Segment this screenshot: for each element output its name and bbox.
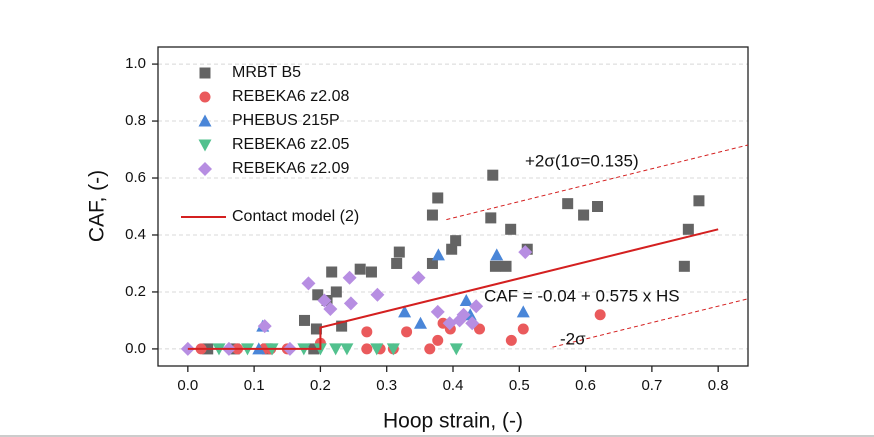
legend-label: Contact model (2): [232, 208, 359, 225]
fit-line: [187, 228, 719, 350]
point: [365, 266, 377, 278]
point: [450, 235, 462, 247]
point: [578, 209, 590, 221]
point: [505, 334, 517, 346]
point: [330, 286, 342, 298]
point: [361, 326, 373, 338]
x-tick-label: 0.5: [509, 377, 530, 394]
legend-label: REBEKA6 z2.09: [232, 160, 350, 177]
point: [426, 257, 438, 269]
legend-marker: [198, 162, 212, 176]
fit-line: [552, 298, 749, 348]
point: [562, 198, 574, 210]
point: [424, 343, 436, 355]
y-tick-label: 0.2: [125, 283, 146, 300]
point: [459, 293, 473, 306]
annotation: -2σ: [560, 329, 586, 348]
x-tick-label: 0.0: [177, 377, 198, 394]
point: [430, 304, 445, 319]
point: [474, 323, 486, 335]
x-axis-label: Hoop strain, (-): [383, 410, 523, 433]
y-tick-label: 0.6: [125, 169, 146, 186]
point: [518, 245, 533, 260]
legend-label: MRBT B5: [232, 64, 301, 81]
point: [500, 260, 512, 272]
legend-marker: [198, 139, 212, 152]
y-tick-label: 0.4: [125, 226, 146, 243]
point: [336, 320, 348, 332]
x-tick-label: 0.3: [376, 377, 397, 394]
point: [370, 343, 384, 356]
point: [386, 343, 400, 356]
point: [517, 323, 529, 335]
point: [505, 223, 517, 235]
point: [442, 316, 457, 331]
point: [469, 299, 484, 314]
point: [391, 257, 403, 269]
point: [431, 248, 445, 261]
point: [312, 289, 324, 301]
point: [594, 309, 606, 321]
annotation: +2σ(1σ=0.135): [525, 151, 639, 170]
x-tick-label: 0.4: [443, 377, 464, 394]
point: [465, 316, 480, 331]
legend-label: REBEKA6 z2.08: [232, 88, 350, 105]
point: [592, 201, 604, 212]
point: [343, 296, 358, 311]
legend-marker: [199, 67, 211, 79]
point: [361, 343, 373, 355]
point: [401, 326, 413, 338]
point: [393, 246, 405, 258]
point: [398, 305, 412, 318]
point: [432, 192, 444, 204]
legend-marker: [199, 91, 211, 103]
point: [317, 293, 332, 308]
point: [257, 319, 272, 334]
y-axis-label: CAF, (-): [86, 170, 109, 242]
point: [370, 287, 385, 302]
point: [340, 343, 354, 356]
point: [426, 209, 438, 221]
x-tick-label: 0.6: [575, 377, 596, 394]
point: [489, 260, 501, 272]
y-tick-label: 0.8: [125, 112, 146, 129]
point: [516, 305, 530, 318]
legend-marker: [198, 114, 212, 127]
x-tick-label: 0.1: [244, 377, 265, 394]
legend-label: PHEBUS 215P: [232, 112, 340, 129]
point: [329, 343, 343, 356]
point: [456, 307, 471, 322]
point: [432, 334, 444, 346]
legend-label: REBEKA6 z2.05: [232, 136, 350, 153]
point: [323, 302, 338, 317]
point: [411, 270, 426, 285]
x-tick-label: 0.7: [641, 377, 662, 394]
fit-line: [446, 144, 749, 221]
point: [446, 243, 458, 255]
point: [326, 266, 338, 278]
point: [485, 212, 497, 224]
point: [678, 260, 690, 272]
point: [299, 314, 311, 326]
annotation: CAF = -0.04 + 0.575 x HS: [484, 286, 680, 305]
point: [414, 316, 428, 329]
point: [449, 343, 463, 356]
x-tick-label: 0.8: [708, 377, 729, 394]
point: [682, 223, 694, 235]
x-tick-label: 0.2: [310, 377, 331, 394]
point: [342, 270, 357, 285]
plot-frame: [157, 46, 749, 367]
y-tick-label: 0.0: [125, 340, 146, 357]
point: [487, 169, 499, 181]
y-tick-label: 1.0: [125, 55, 146, 72]
point: [310, 323, 322, 335]
point: [693, 195, 705, 207]
point: [354, 263, 366, 275]
point: [301, 276, 316, 291]
point: [490, 248, 504, 261]
